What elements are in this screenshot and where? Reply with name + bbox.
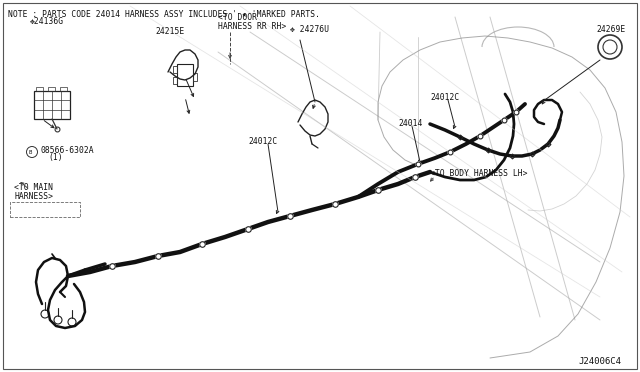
Text: ✥ 24276U: ✥ 24276U bbox=[290, 25, 329, 34]
Text: <TO BODY HARNESS LH>: <TO BODY HARNESS LH> bbox=[430, 169, 527, 178]
Bar bbox=[173, 77, 177, 84]
Text: 08566-6302A: 08566-6302A bbox=[40, 145, 93, 154]
Text: 24269E: 24269E bbox=[596, 25, 625, 34]
Text: <TO DOOR: <TO DOOR bbox=[218, 13, 257, 22]
Bar bbox=[34, 91, 70, 119]
Text: (1): (1) bbox=[48, 153, 63, 162]
Text: 24012C: 24012C bbox=[248, 137, 277, 146]
Bar bbox=[36, 87, 44, 91]
Text: <TO MAIN: <TO MAIN bbox=[14, 183, 53, 192]
Text: 24012C: 24012C bbox=[430, 93, 460, 102]
Text: 24215E: 24215E bbox=[155, 27, 184, 36]
Bar bbox=[173, 66, 177, 73]
Text: HARNESS RR RH>: HARNESS RR RH> bbox=[218, 22, 286, 31]
Text: ✥24136G: ✥24136G bbox=[30, 17, 64, 26]
Text: HARNESS>: HARNESS> bbox=[14, 192, 53, 201]
Bar bbox=[193, 73, 197, 80]
Text: B: B bbox=[29, 150, 32, 154]
Text: NOTE : PARTS CODE 24014 HARNESS ASSY INCLUDES ' ★ 'MARKED PARTS.: NOTE : PARTS CODE 24014 HARNESS ASSY INC… bbox=[8, 10, 320, 19]
Text: J24006C4: J24006C4 bbox=[578, 357, 621, 366]
Bar bbox=[60, 87, 67, 91]
Text: 24014: 24014 bbox=[398, 119, 422, 128]
Bar bbox=[48, 87, 55, 91]
Bar bbox=[177, 64, 193, 86]
